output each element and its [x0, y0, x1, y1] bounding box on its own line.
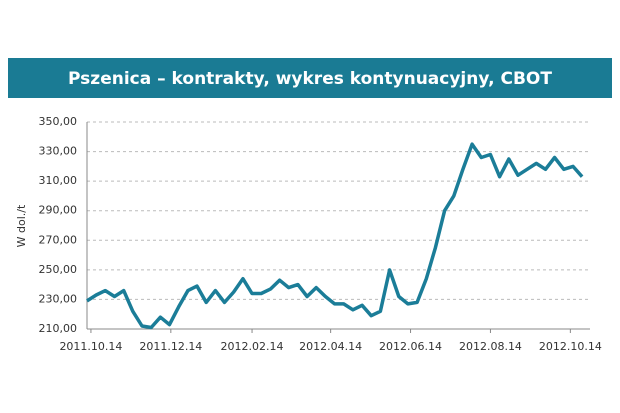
x-tick-label: 2012.06.14 [379, 340, 442, 353]
y-tick-label: 230,00 [39, 292, 78, 305]
x-tick-label: 2012.02.14 [221, 340, 284, 353]
x-tick-label: 2011.10.14 [59, 340, 122, 353]
y-tick-label: 350,00 [39, 115, 78, 128]
x-tick-label: 2011.12.14 [139, 340, 202, 353]
x-tick-label: 2012.08.14 [459, 340, 522, 353]
x-tick-label: 2012.10.14 [539, 340, 602, 353]
x-tick-label: 2012.04.14 [299, 340, 362, 353]
y-tick-label: 250,00 [39, 263, 78, 276]
line-series [86, 142, 584, 330]
title-bar [8, 58, 612, 98]
y-tick-label: 330,00 [39, 145, 78, 158]
y-tick-label: 210,00 [39, 322, 78, 335]
chart-title: Pszenica – kontrakty, wykres kontynuacyj… [68, 69, 552, 89]
y-tick-label: 270,00 [39, 233, 78, 246]
y-tick-label: 310,00 [39, 174, 78, 187]
y-tick-label: 290,00 [39, 204, 78, 217]
y-axis-label: W dol./t [15, 204, 28, 247]
